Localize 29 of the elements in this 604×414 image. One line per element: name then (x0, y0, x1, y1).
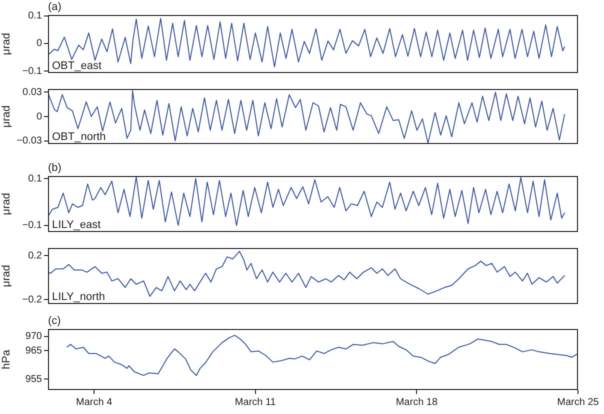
x-tick-label: March 11 (234, 396, 276, 408)
y-axis-title: μrad (0, 264, 13, 288)
chart-title: (a) (48, 1, 62, 13)
y-tick-label: −0.1 (22, 66, 42, 77)
series-label: LILY_east (52, 219, 101, 231)
y-axis-title: μrad (0, 32, 13, 56)
chart-title: (c) (48, 315, 61, 327)
x-tick-label: March 4 (76, 396, 113, 408)
series-label: LILY_north (52, 291, 106, 303)
x-tick-label: March 18 (396, 396, 438, 408)
y-axis-title: hPa (0, 348, 13, 370)
y-tick-label: 970 (25, 331, 42, 342)
y-tick-label: −0.1 (22, 220, 42, 232)
y-tick-label: 0.1 (28, 10, 42, 22)
y-tick-label: −0.03 (16, 136, 42, 147)
x-tick-label: March 25 (557, 396, 600, 408)
series-label: OBT_north (52, 131, 106, 143)
y-tick-label: −0.2 (22, 294, 42, 306)
y-tick-label: 0.03 (22, 86, 42, 98)
y-tick-label: 0 (36, 111, 42, 122)
y-axis-title: μrad (0, 192, 13, 216)
y-tick-label: 0.1 (28, 173, 42, 184)
y-tick-label: 965 (25, 345, 42, 356)
y-tick-label: 0.2 (28, 250, 42, 262)
y-tick-label: 0 (36, 38, 42, 50)
series-label: OBT_east (52, 60, 102, 72)
y-axis-title: μrad (0, 105, 13, 128)
chart-title: (b) (48, 162, 62, 174)
y-tick-label: 955 (25, 374, 42, 385)
